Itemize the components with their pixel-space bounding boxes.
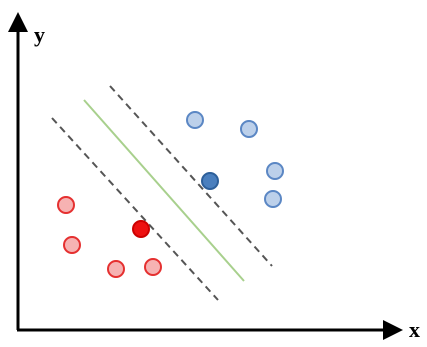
- red-point: [144, 258, 162, 276]
- blue-point: [186, 111, 204, 129]
- blue-point: [266, 162, 284, 180]
- blue-point: [264, 190, 282, 208]
- red-point: [57, 196, 75, 214]
- x-axis-arrowhead: [383, 320, 403, 340]
- red-point: [63, 236, 81, 254]
- red-support-vector: [132, 220, 150, 238]
- blue-support-vector: [201, 172, 219, 190]
- hyperplane-line: [83, 99, 245, 282]
- y-axis-label: y: [34, 22, 45, 47]
- lower-margin-line: [51, 117, 219, 301]
- x-axis-label: x: [409, 317, 420, 342]
- upper-margin-line: [109, 85, 273, 267]
- y-axis-arrowhead: [8, 12, 28, 32]
- blue-point: [240, 120, 258, 138]
- red-point: [107, 260, 125, 278]
